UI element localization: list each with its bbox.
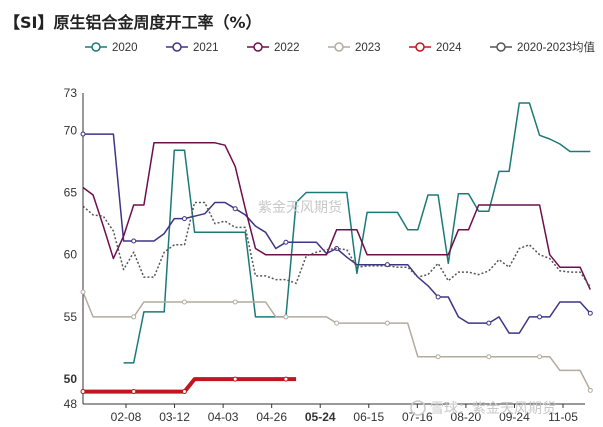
watermark-xueqiu: 雪球：紫金天风期货 [410, 400, 556, 416]
data-point-marker [181, 389, 187, 395]
legend-marker-icon [91, 42, 101, 52]
x-tick-label: 08-20 [451, 410, 482, 424]
x-tick-label: 11-05 [548, 410, 578, 424]
data-point-marker [435, 294, 441, 300]
series-line-2020-2023均值 [82, 201, 591, 288]
y-tick-label: 55 [64, 310, 78, 324]
x-tick-label: 05-24 [305, 410, 336, 424]
data-point-marker [587, 310, 593, 316]
legend-label: 2020-2023均值 [517, 41, 595, 54]
legend-marker-icon [496, 42, 506, 52]
watermark-center: 紫金天风期货 [258, 199, 342, 215]
y-tick-label: 60 [64, 248, 78, 262]
xueqiu-logo-icon [410, 400, 426, 416]
y-tick-label: 73 [64, 86, 78, 100]
y-tick-label: 50 [64, 372, 78, 386]
series-group [80, 102, 593, 395]
data-point-marker [435, 354, 441, 360]
y-tick-label: 70 [64, 123, 78, 137]
legend-label: 2023 [355, 42, 381, 54]
x-tick-label: 07-16 [402, 410, 433, 424]
series-line-2021 [83, 133, 591, 334]
data-point-marker [131, 389, 137, 395]
x-tick-label: 06-15 [353, 410, 384, 424]
data-point-marker [384, 320, 390, 326]
x-tick-label: 03-12 [159, 410, 190, 424]
data-point-marker [80, 289, 86, 295]
data-point-marker [80, 131, 86, 137]
legend-marker-icon [415, 42, 425, 52]
data-point-marker [283, 239, 289, 245]
y-tick-label: 48 [64, 397, 78, 411]
data-point-marker [232, 299, 238, 305]
legend-marker-icon [253, 42, 263, 52]
series-line-2020 [123, 102, 591, 364]
x-tick-label: 02-08 [111, 410, 142, 424]
y-tick-label: 65 [64, 186, 78, 200]
data-point-marker [587, 387, 593, 393]
legend-marker-icon [172, 42, 182, 52]
data-point-marker [486, 354, 492, 360]
legend-label: 2022 [274, 42, 300, 54]
axes: 48 50 55 60 65 70 73 02-08 03-12 04-03 04-26 05-24 0… [64, 86, 585, 424]
data-point-marker [232, 376, 238, 382]
series-line-2024 [83, 377, 297, 394]
watermark-bottom: 雪球：紫金天风期货 [430, 400, 556, 416]
data-point-marker [283, 376, 289, 382]
legend: 2020 2021 2022 2023 2024 2020-2023均值 [85, 41, 595, 54]
series-line-2023 [82, 291, 591, 391]
data-point-marker [131, 314, 137, 320]
data-point-marker [181, 216, 187, 222]
legend-label: 2020 [112, 42, 138, 54]
x-tick-label: 04-26 [256, 410, 287, 424]
x-tick-label: 04-03 [208, 410, 239, 424]
data-point-marker [334, 320, 340, 326]
data-point-marker [283, 314, 289, 320]
legend-marker-icon [334, 42, 344, 52]
series-line-2022 [82, 142, 591, 290]
data-point-marker [181, 299, 187, 305]
legend-label: 2021 [193, 42, 219, 54]
legend-label: 2024 [436, 42, 462, 54]
data-point-marker [486, 320, 492, 326]
x-tick-label: 09-24 [499, 410, 530, 424]
data-point-marker [537, 314, 543, 320]
data-point-marker [131, 238, 137, 244]
data-point-marker [537, 354, 543, 360]
chart-title: 【SI】原生铝合金周度开工率（%） [4, 13, 262, 32]
data-point-marker [80, 389, 86, 395]
data-point-marker [232, 206, 238, 212]
